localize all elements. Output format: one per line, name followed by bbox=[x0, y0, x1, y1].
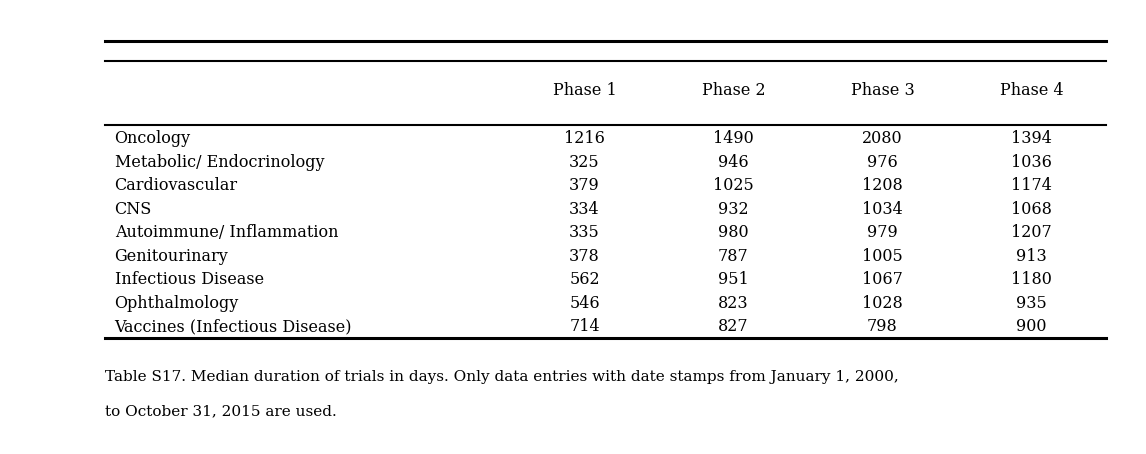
Text: 1034: 1034 bbox=[862, 201, 903, 218]
Text: 378: 378 bbox=[570, 247, 599, 265]
Text: Genitourinary: Genitourinary bbox=[115, 247, 228, 265]
Text: Ophthalmology: Ophthalmology bbox=[115, 295, 238, 311]
Text: 913: 913 bbox=[1017, 247, 1046, 265]
Text: Table S17. Median duration of trials in days. Only data entries with date stamps: Table S17. Median duration of trials in … bbox=[105, 370, 900, 384]
Text: CNS: CNS bbox=[115, 201, 152, 218]
Text: 798: 798 bbox=[868, 318, 897, 335]
Text: 935: 935 bbox=[1017, 295, 1046, 311]
Text: 787: 787 bbox=[719, 247, 748, 265]
Text: to October 31, 2015 are used.: to October 31, 2015 are used. bbox=[105, 404, 337, 418]
Text: 980: 980 bbox=[719, 224, 748, 241]
Text: 335: 335 bbox=[570, 224, 599, 241]
Text: 1180: 1180 bbox=[1011, 271, 1052, 288]
Text: 1067: 1067 bbox=[862, 271, 903, 288]
Text: 1490: 1490 bbox=[713, 130, 754, 148]
Text: Phase 1: Phase 1 bbox=[552, 82, 617, 99]
Text: 979: 979 bbox=[868, 224, 897, 241]
Text: Cardiovascular: Cardiovascular bbox=[115, 177, 237, 194]
Text: Phase 3: Phase 3 bbox=[850, 82, 915, 99]
Text: 1174: 1174 bbox=[1011, 177, 1052, 194]
Text: Phase 4: Phase 4 bbox=[999, 82, 1063, 99]
Text: 1216: 1216 bbox=[564, 130, 605, 148]
Text: 951: 951 bbox=[719, 271, 748, 288]
Text: 1028: 1028 bbox=[862, 295, 903, 311]
Text: 932: 932 bbox=[719, 201, 748, 218]
Text: 379: 379 bbox=[570, 177, 599, 194]
Text: Phase 2: Phase 2 bbox=[701, 82, 766, 99]
Text: 1036: 1036 bbox=[1011, 154, 1052, 171]
Text: 900: 900 bbox=[1017, 318, 1046, 335]
Text: Vaccines (Infectious Disease): Vaccines (Infectious Disease) bbox=[115, 318, 352, 335]
Text: 562: 562 bbox=[570, 271, 599, 288]
Text: 1068: 1068 bbox=[1011, 201, 1052, 218]
Text: 1208: 1208 bbox=[862, 177, 903, 194]
Text: 2080: 2080 bbox=[862, 130, 903, 148]
Text: Infectious Disease: Infectious Disease bbox=[115, 271, 264, 288]
Text: 946: 946 bbox=[719, 154, 748, 171]
Text: 976: 976 bbox=[868, 154, 897, 171]
Text: Metabolic/ Endocrinology: Metabolic/ Endocrinology bbox=[115, 154, 324, 171]
Text: Oncology: Oncology bbox=[115, 130, 190, 148]
Text: 546: 546 bbox=[570, 295, 599, 311]
Text: 1394: 1394 bbox=[1011, 130, 1052, 148]
Text: 325: 325 bbox=[570, 154, 599, 171]
Text: 823: 823 bbox=[719, 295, 748, 311]
Text: 714: 714 bbox=[570, 318, 599, 335]
Text: 334: 334 bbox=[570, 201, 599, 218]
Text: Autoimmune/ Inflammation: Autoimmune/ Inflammation bbox=[115, 224, 338, 241]
Text: 827: 827 bbox=[719, 318, 748, 335]
Text: 1207: 1207 bbox=[1011, 224, 1052, 241]
Text: 1005: 1005 bbox=[862, 247, 903, 265]
Text: 1025: 1025 bbox=[713, 177, 754, 194]
